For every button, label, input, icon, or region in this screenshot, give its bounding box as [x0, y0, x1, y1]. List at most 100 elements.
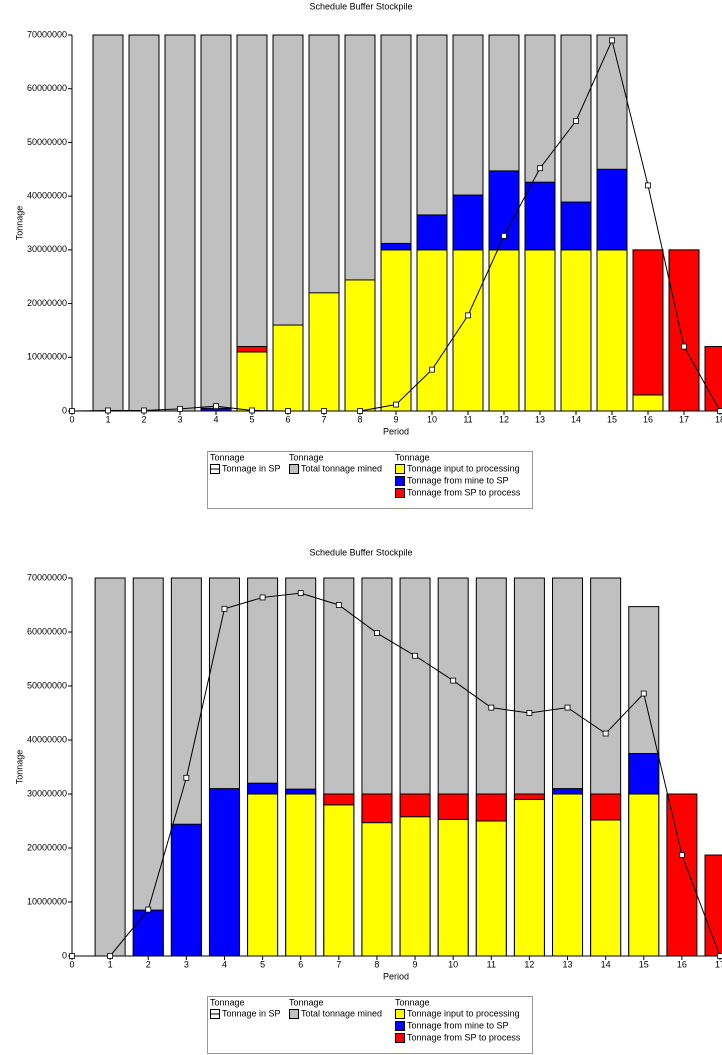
x-tick-label: 7	[321, 414, 326, 424]
y-tick-label: 50000000	[27, 137, 67, 147]
bar-segment	[668, 249, 700, 412]
point	[221, 605, 228, 612]
point	[183, 774, 190, 781]
bar-segment	[632, 394, 664, 412]
bar-segment	[560, 201, 592, 251]
bar-segment	[323, 793, 355, 806]
point	[681, 343, 687, 350]
bar-segment	[704, 346, 722, 412]
bar-segment	[272, 324, 304, 412]
point	[213, 403, 219, 410]
x-tick-label: 1	[108, 959, 113, 969]
x-tick-label: 10	[448, 959, 458, 969]
x-axis-label: Period	[383, 426, 409, 436]
y-tick-label: 30000000	[27, 788, 67, 798]
bar-segment	[236, 351, 268, 412]
x-tick-label: 2	[141, 414, 146, 424]
bar-segment	[513, 793, 545, 800]
x-tick-label: 0	[69, 959, 74, 969]
y-tick-label: 20000000	[27, 298, 67, 308]
point	[640, 690, 647, 697]
bar-segment	[560, 249, 592, 412]
bar-segment	[524, 249, 556, 412]
x-tick-label: 6	[298, 959, 303, 969]
legend-label: Tonnage input to processing	[407, 463, 520, 473]
point	[573, 118, 579, 124]
y-tick-label: 50000000	[27, 680, 67, 690]
chart: Schedule Buffer Stockpile 0 10000000 200000…	[14, 547, 722, 1054]
point	[501, 232, 507, 239]
point	[564, 704, 571, 711]
legend-swatch	[395, 1009, 405, 1019]
bar-segment	[666, 793, 698, 957]
point	[602, 730, 609, 737]
point	[321, 408, 327, 414]
x-tick-label: 16	[677, 959, 687, 969]
bar-segment	[208, 788, 240, 957]
legend-label: Tonnage from mine to SP	[407, 475, 509, 485]
x-tick-label: 6	[285, 414, 290, 424]
bar-segment	[552, 788, 584, 795]
legend-label: Total tonnage mined	[301, 1008, 382, 1018]
legend-header: Tonnage	[289, 997, 324, 1007]
bar-segment	[596, 168, 628, 251]
x-tick-label: 11	[487, 959, 496, 969]
y-tick-label: 20000000	[27, 842, 67, 852]
bar-segment	[437, 818, 469, 957]
point	[393, 401, 399, 408]
x-tick-label: 8	[357, 414, 362, 424]
bar-segment	[628, 793, 660, 957]
legend-box	[207, 996, 533, 1054]
point	[69, 953, 75, 959]
point	[609, 37, 615, 44]
x-tick-label: 12	[499, 414, 509, 424]
point	[678, 852, 685, 858]
x-tick-label: 9	[413, 959, 418, 969]
legend-swatch	[289, 1009, 299, 1019]
legend-swatch	[395, 464, 405, 474]
bar-segment	[475, 820, 507, 957]
bar-segment	[596, 249, 628, 412]
x-tick-label: 18	[715, 414, 722, 424]
chart-title: Schedule Buffer Stockpile	[310, 1, 413, 11]
x-tick-label: 10	[427, 414, 437, 424]
bar-segment	[285, 793, 317, 957]
legend-swatch	[395, 1021, 405, 1031]
bar-segment	[590, 793, 622, 821]
legend-header: Tonnage	[395, 997, 430, 1007]
bar-segment	[361, 793, 393, 824]
y-axis-label: Tonnage	[14, 206, 24, 241]
x-tick-label: 2	[146, 959, 151, 969]
x-tick-label: 8	[374, 959, 379, 969]
bar-segment	[704, 854, 722, 957]
bar-segment	[236, 346, 268, 353]
legend-swatch	[395, 1033, 405, 1043]
x-tick-label: 12	[524, 959, 534, 969]
y-tick-label: 70000000	[27, 29, 67, 39]
x-tick-label: 14	[571, 414, 581, 424]
bar-segment	[513, 798, 545, 957]
legend-header: Tonnage	[210, 997, 245, 1007]
bar-segment	[452, 194, 484, 251]
bar-segment	[399, 793, 431, 818]
bar-segment	[437, 793, 469, 820]
y-tick-label: 60000000	[27, 83, 67, 93]
x-tick-label: 17	[679, 414, 689, 424]
x-tick-label: 5	[260, 959, 265, 969]
bar	[200, 34, 232, 412]
bar-segment	[488, 249, 520, 412]
bar	[92, 34, 124, 412]
legend-label: Tonnage from mine to SP	[407, 1020, 509, 1030]
point	[259, 594, 266, 601]
point	[488, 704, 495, 711]
bar-segment	[524, 181, 556, 251]
x-tick-label: 14	[601, 959, 611, 969]
bar	[94, 577, 126, 957]
bar-segment	[380, 242, 412, 251]
point	[177, 405, 183, 412]
x-tick-label: 3	[184, 959, 189, 969]
y-tick-label: 0	[62, 950, 67, 960]
x-tick-label: 9	[393, 414, 398, 424]
